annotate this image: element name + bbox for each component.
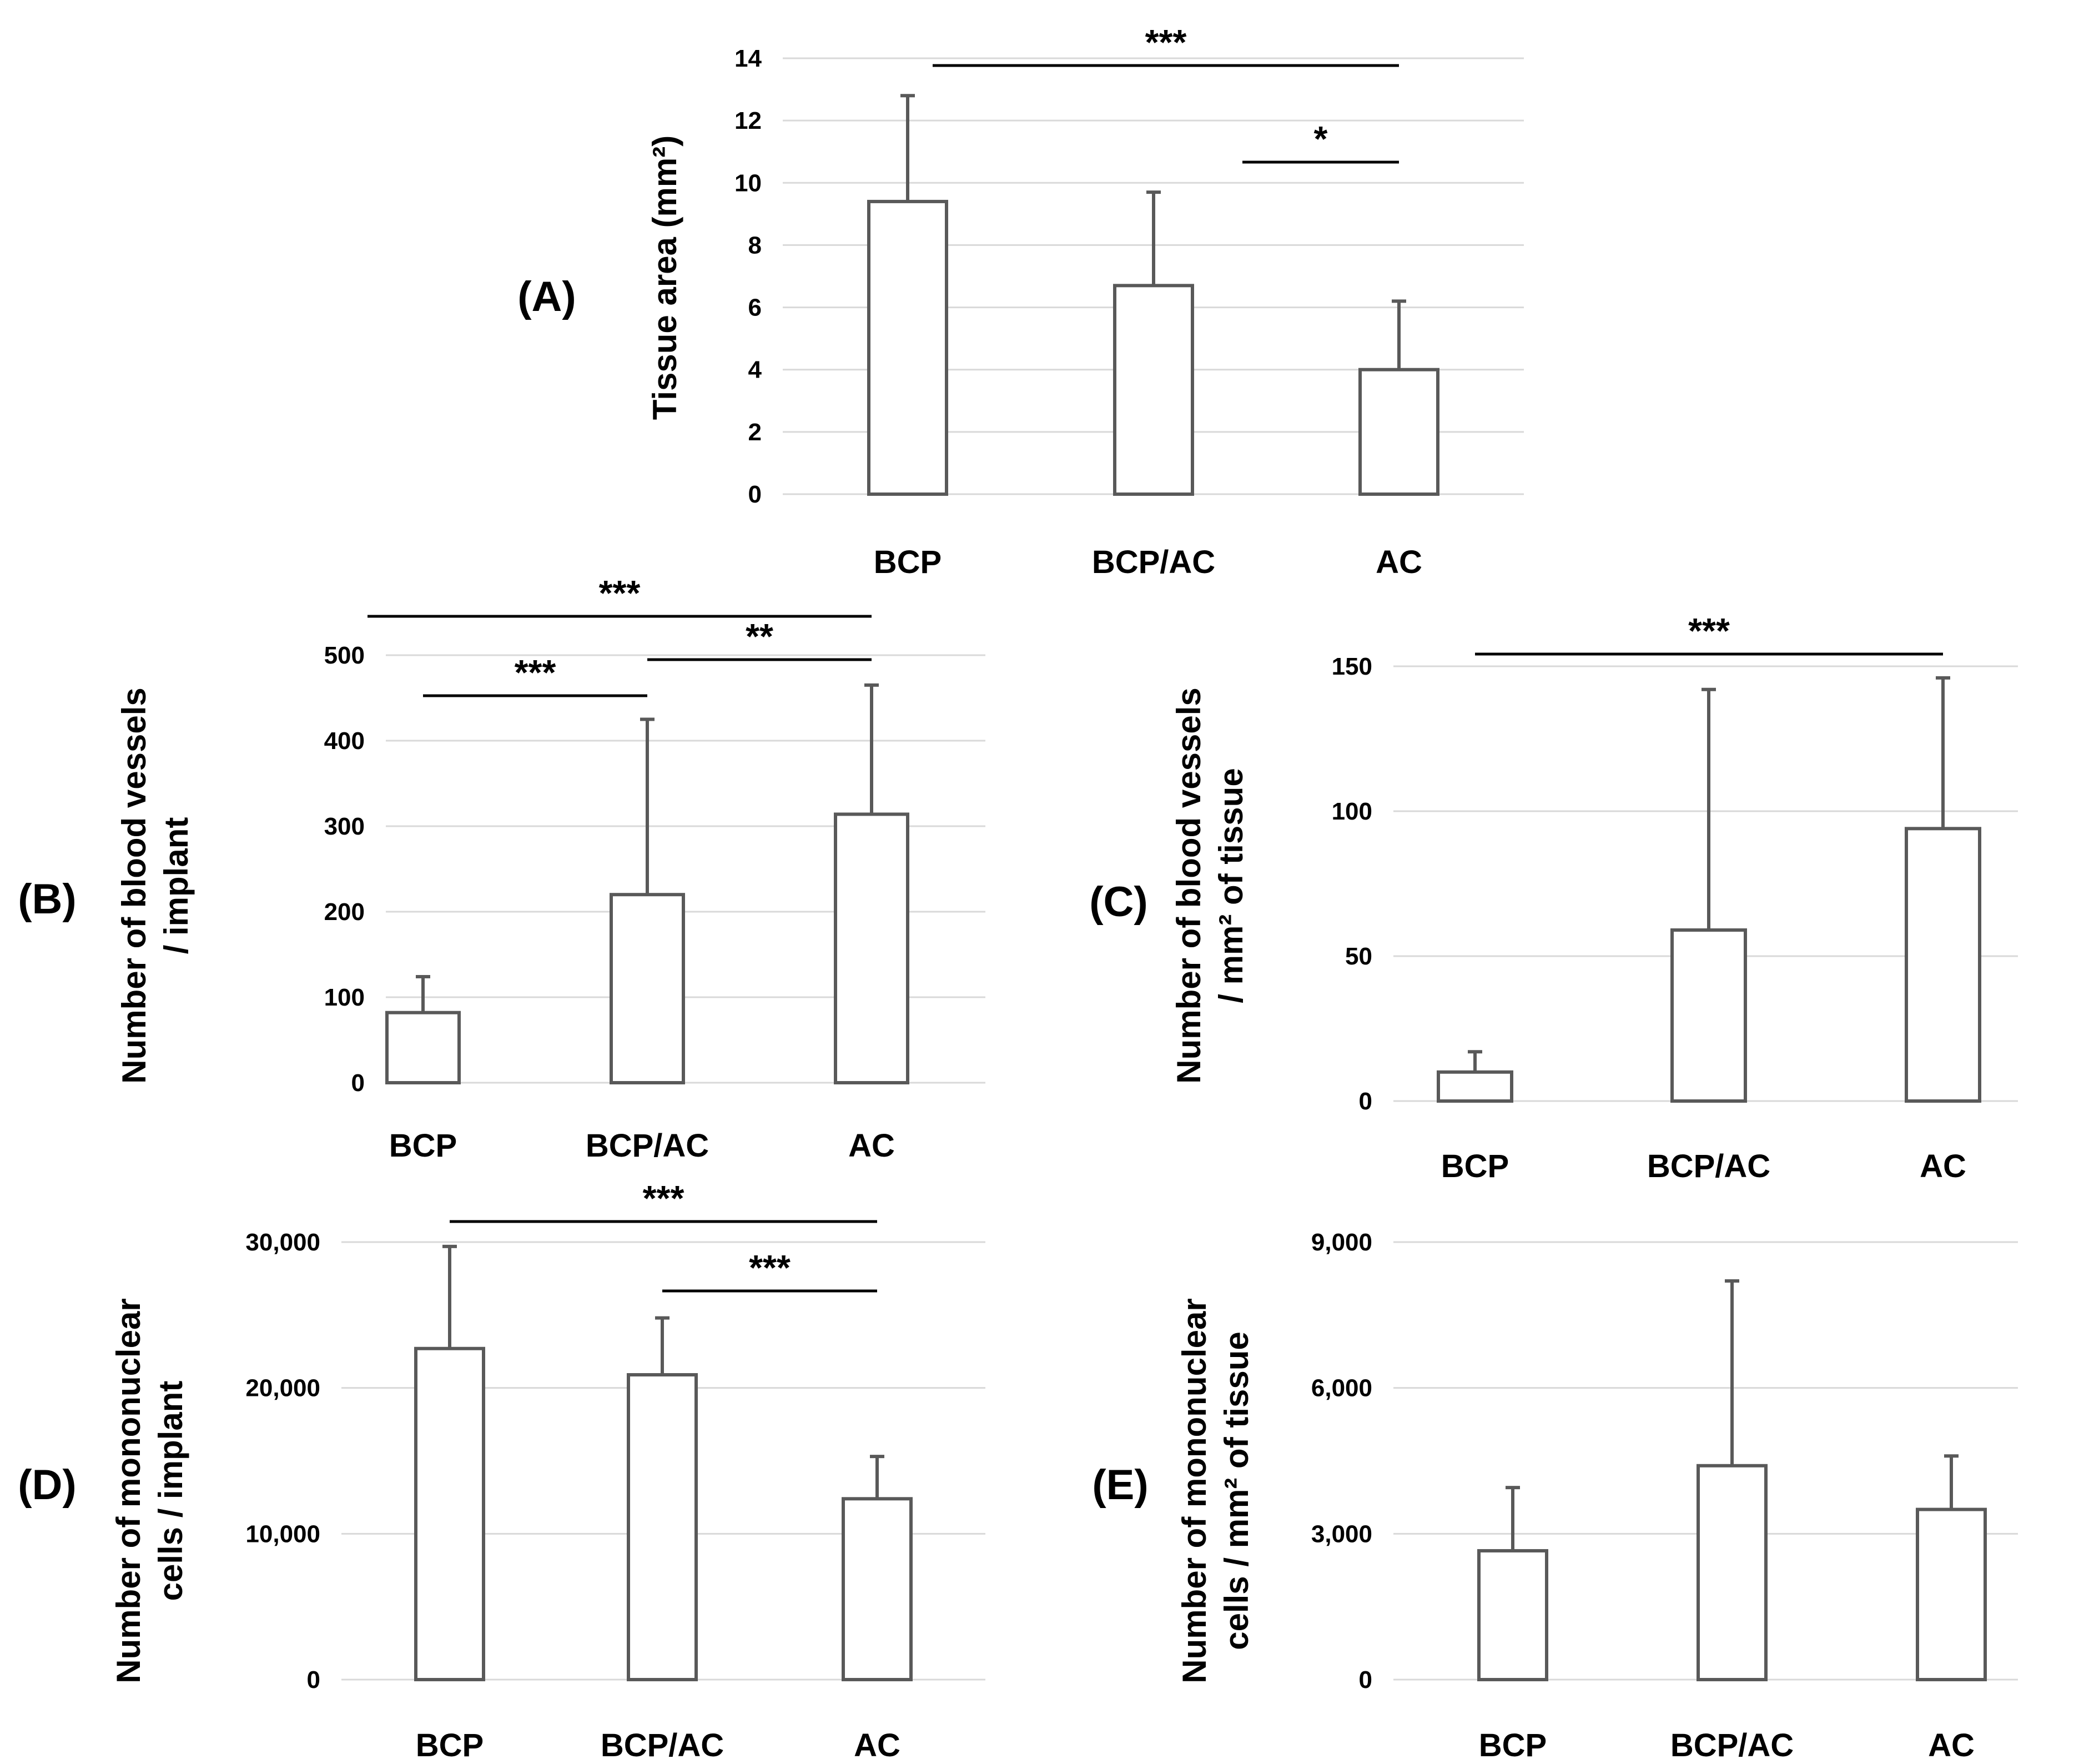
significance-stars: *** <box>599 573 641 613</box>
significance-stars: *** <box>1688 611 1730 651</box>
y-tick-label: 6 <box>748 294 762 321</box>
y-axis-label: cells / implant <box>152 1381 189 1601</box>
x-category-label: BCP/AC <box>1647 1148 1770 1184</box>
y-tick-label: 0 <box>307 1666 320 1693</box>
y-axis-label: cells / mm² of tissue <box>1218 1331 1255 1650</box>
bar-ac <box>842 1497 913 1681</box>
y-axis-label: Number of blood vessels <box>1170 687 1207 1084</box>
x-category-label: BCP/AC <box>601 1727 724 1763</box>
bar-bcp <box>385 1011 461 1084</box>
x-category-label: BCP/AC <box>586 1128 709 1164</box>
y-tick-label: 50 <box>1345 943 1372 970</box>
y-tick-label: 12 <box>734 107 762 134</box>
panel-label: (D) <box>18 1461 77 1509</box>
panel-label: (E) <box>1092 1461 1148 1509</box>
bar-bcp-ac <box>1670 928 1747 1103</box>
x-category-label: BCP/AC <box>1092 544 1215 580</box>
y-tick-label: 100 <box>324 984 365 1011</box>
y-tick-label: 10,000 <box>245 1520 320 1547</box>
y-tick-label: 150 <box>1332 653 1372 680</box>
significance-stars: *** <box>749 1248 791 1288</box>
significance-stars: *** <box>643 1178 684 1218</box>
y-tick-label: 400 <box>324 727 365 755</box>
bar-bcp <box>1477 1549 1548 1681</box>
y-tick-label: 2 <box>748 419 762 446</box>
significance-stars: * <box>1314 119 1328 159</box>
bar-bcp-ac <box>627 1373 698 1681</box>
panel-a: 0 2 4 6 8 10 12 14 BCP BCP/AC AC Tissue area (mm²) (… <box>517 22 1524 580</box>
y-tick-label: 8 <box>748 232 762 259</box>
y-tick-label: 0 <box>1359 1666 1372 1693</box>
x-category-label: AC <box>1928 1727 1975 1763</box>
y-axis-label: Tissue area (mm²) <box>646 135 683 420</box>
y-axis-label: / mm² of tissue <box>1212 768 1250 1003</box>
y-tick-label: 14 <box>734 45 762 72</box>
x-category-label: BCP <box>1441 1148 1509 1184</box>
bar-ac <box>1358 368 1439 496</box>
y-axis-label: Number of mononuclear <box>1176 1298 1213 1683</box>
bar-bcp-ac <box>1113 284 1194 496</box>
bar-ac <box>1905 827 1981 1103</box>
y-tick-label: 100 <box>1332 798 1372 825</box>
x-category-label: BCP <box>1479 1727 1547 1763</box>
significance-stars: *** <box>1145 22 1187 62</box>
x-category-label: BCP <box>874 544 942 580</box>
panel-label: (C) <box>1089 878 1148 926</box>
panel-c: 0 50 100 150 BCP BCP/AC AC Number of blood vess… <box>1089 611 2018 1184</box>
bar-bcp-ac <box>1697 1464 1768 1682</box>
panel-d: 0 10,000 20,000 30,000 BCP BCP/AC AC Number of … <box>18 1178 985 1763</box>
bar-ac <box>1916 1507 1987 1682</box>
panel-e: 0 3,000 6,000 9,000 BCP BCP/AC AC Number of mon… <box>1092 1229 2018 1763</box>
y-tick-label: 6,000 <box>1311 1375 1372 1402</box>
x-category-label: AC <box>1376 544 1422 580</box>
significance-stars: *** <box>515 652 556 692</box>
y-tick-label: 500 <box>324 642 365 669</box>
y-axis-label: / implant <box>158 817 195 954</box>
y-tick-label: 10 <box>734 169 762 197</box>
x-category-label: BCP/AC <box>1670 1727 1794 1763</box>
bar-bcp <box>867 199 948 496</box>
x-category-label: AC <box>1920 1148 1966 1184</box>
significance-stars: ** <box>746 616 773 656</box>
panel-label: (B) <box>18 876 77 923</box>
y-tick-label: 0 <box>351 1069 365 1097</box>
bar-bcp <box>1437 1070 1513 1103</box>
bar-bcp <box>414 1346 485 1681</box>
y-tick-label: 3,000 <box>1311 1520 1372 1547</box>
panel-label: (A) <box>517 273 576 320</box>
y-tick-label: 30,000 <box>245 1229 320 1256</box>
x-category-label: BCP <box>416 1727 484 1763</box>
bar-bcp-ac <box>610 893 685 1084</box>
y-tick-label: 0 <box>1359 1088 1372 1115</box>
x-category-label: BCP <box>389 1128 457 1164</box>
y-tick-label: 9,000 <box>1311 1229 1372 1256</box>
y-tick-label: 0 <box>748 481 762 508</box>
y-axis-label: Number of blood vessels <box>115 687 153 1084</box>
y-tick-label: 200 <box>324 898 365 926</box>
y-tick-label: 300 <box>324 813 365 840</box>
y-tick-label: 4 <box>748 356 762 384</box>
bar-ac <box>834 812 909 1084</box>
panel-b: 0 100 200 300 400 500 BCP BCP/AC AC Number of blo… <box>18 573 985 1164</box>
y-axis-label: Number of mononuclear <box>110 1298 147 1683</box>
y-tick-label: 20,000 <box>245 1375 320 1402</box>
x-category-label: AC <box>848 1128 895 1164</box>
x-category-label: AC <box>854 1727 900 1763</box>
